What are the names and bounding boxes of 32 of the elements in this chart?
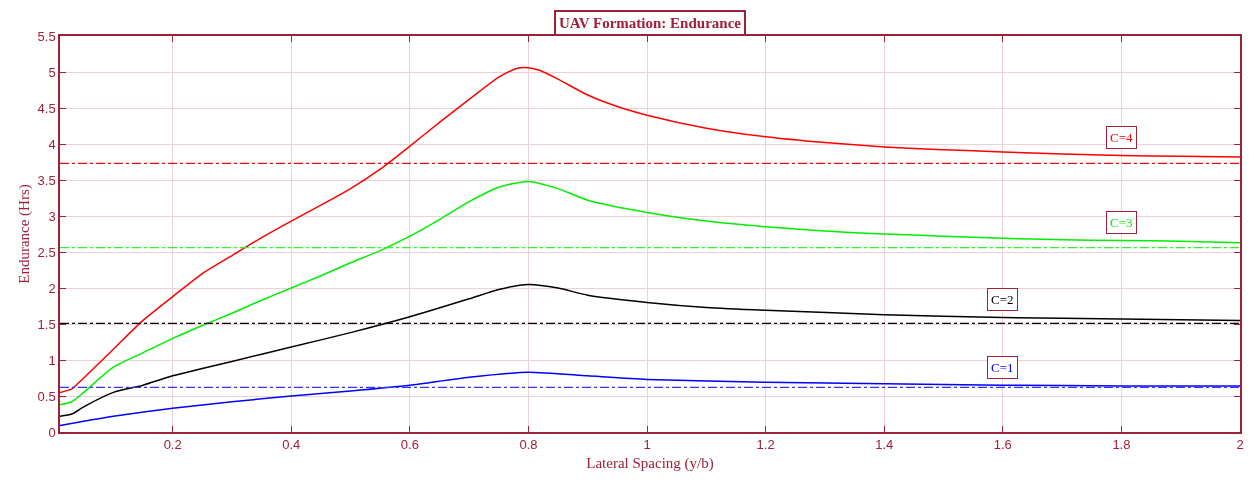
x-tick-label: 1.8 (1112, 437, 1131, 453)
x-axis-title: Lateral Spacing (y/b) (586, 454, 714, 472)
x-tick-label: 0.8 (519, 437, 538, 453)
y-tick-label: 5.5 (37, 28, 56, 44)
x-tick-label: 0.4 (282, 437, 301, 453)
y-tick-label: 3 (48, 208, 56, 224)
y-tick-label: 1.5 (37, 316, 56, 332)
chart-title: UAV Formation: Endurance (559, 15, 742, 31)
series-label: C=2 (991, 292, 1014, 307)
y-axis-title: Endurance (Hrs) (16, 184, 34, 284)
y-tick-label: 2.5 (37, 244, 56, 260)
x-tick-label: 1.6 (993, 437, 1012, 453)
y-tick-label: 4 (48, 136, 56, 152)
x-tick-label: 1 (643, 437, 651, 453)
y-tick-label: 0.5 (37, 388, 56, 404)
x-tick-label: 1.4 (875, 437, 894, 453)
x-tick-label: 2 (1236, 437, 1244, 453)
y-tick-label: 3.5 (37, 172, 56, 188)
x-tick-label: 0.2 (163, 437, 182, 453)
y-tick-label: 0 (48, 424, 56, 440)
x-tick-label: 1.2 (756, 437, 775, 453)
y-tick-label: 2 (48, 280, 56, 296)
series-label: C=1 (991, 360, 1014, 375)
series-label: C=3 (1110, 215, 1133, 230)
y-tick-label: 4.5 (37, 100, 56, 116)
series-label: C=4 (1110, 130, 1133, 145)
line-series (60, 180, 1240, 406)
line-series (60, 66, 1240, 394)
y-tick-label: 1 (48, 352, 56, 368)
y-tick-label: 5 (48, 64, 56, 80)
x-tick-label: 0.6 (400, 437, 419, 453)
line-series (60, 371, 1240, 427)
